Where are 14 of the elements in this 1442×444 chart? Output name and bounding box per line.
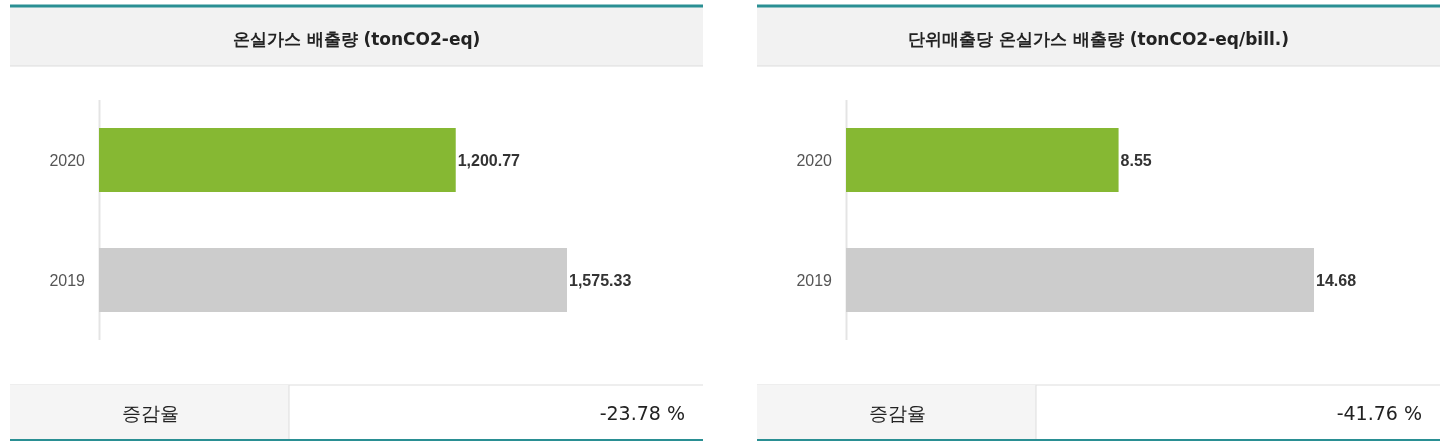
y-tick-label: 2019: [49, 272, 86, 289]
chart-title: 단위매출당 온실가스 배출량 (tonCO2-eq/bill.): [907, 29, 1290, 49]
text: -41.76 %: [1336, 402, 1422, 424]
data-label: 1,575.33: [569, 272, 632, 289]
data-label: 8.55: [1120, 152, 1152, 169]
text: 증감율: [868, 402, 926, 424]
text: 증감율: [121, 402, 179, 424]
y-tick-label: 2019: [796, 272, 833, 289]
data-label: 1,200.77: [457, 152, 521, 169]
data-label: 14.68: [1316, 272, 1357, 289]
text: -23.78 %: [599, 402, 685, 424]
y-tick-label: 2020: [49, 152, 86, 169]
y-tick-label: 2020: [796, 152, 833, 169]
chart-title: 온실가스 배출량 (tonCO2-eq): [232, 29, 481, 49]
